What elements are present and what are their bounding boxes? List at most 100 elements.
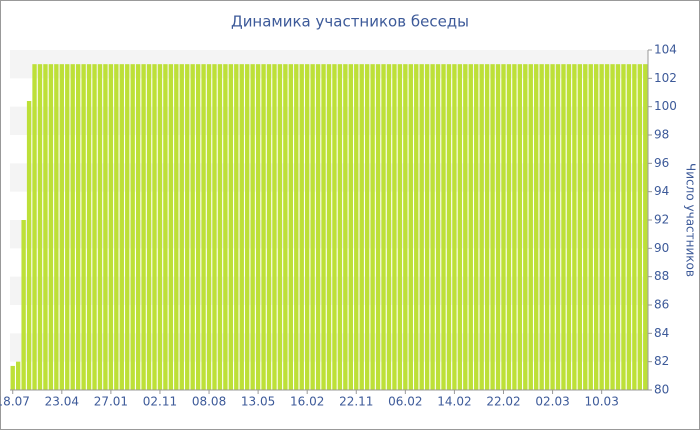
bar [637,64,643,391]
bar [534,64,539,391]
bar [354,64,359,391]
bar [463,64,468,391]
bar [250,64,255,391]
bar [386,64,392,391]
bar [97,64,103,391]
bar [261,64,266,391]
x-tick-label: 23.04 [45,395,79,409]
y-tick-label: 104 [654,43,677,57]
y-tick-label: 100 [654,99,677,113]
bar [566,64,572,391]
bar [544,64,550,391]
x-tick-label: 10.03 [584,395,618,409]
x-tick-label: 02.11 [143,395,177,409]
bar [10,365,15,390]
bar [310,64,315,391]
bar [305,64,310,391]
y-tick-label: 82 [654,354,669,368]
bar [424,64,430,391]
bar [452,64,457,391]
bar [528,64,533,391]
bar [108,64,114,391]
bar [43,64,48,391]
bar [517,64,523,391]
bar [239,64,244,391]
bar [555,64,561,391]
bar [234,64,239,391]
bar [59,64,64,391]
bar [512,64,517,391]
bar [86,64,92,391]
bar [206,64,212,391]
y-tick-label: 94 [654,184,669,198]
bar [588,64,593,391]
bar [403,64,408,391]
x-tick-label: 14.02 [437,395,471,409]
y-tick-label: 96 [654,156,669,170]
bar [392,64,397,391]
bar [479,64,484,391]
bar [190,64,195,391]
y-tick-label: 88 [654,269,669,283]
bar [343,64,348,391]
bar [523,64,528,391]
bar [157,64,163,391]
y-tick-label: 98 [654,128,669,142]
bar [32,64,37,391]
bar [414,64,419,391]
bar [21,220,26,390]
bar [435,64,441,391]
bar [326,64,332,391]
bar [37,64,43,391]
y-tick-label: 90 [654,241,669,255]
bar [185,64,190,391]
bar [119,64,124,391]
bar [135,64,141,391]
bar [337,64,343,391]
bar [490,64,495,391]
bar [626,64,632,391]
x-tick-label: 18.07 [0,395,30,409]
bar [643,64,648,391]
bar [370,64,375,391]
bar [484,64,490,391]
bar [201,64,206,391]
bar [594,64,599,391]
bar [332,64,337,391]
x-tick-label: 02.03 [535,395,569,409]
x-tick-label: 22.02 [486,395,520,409]
bar [583,64,588,391]
bar [245,64,250,391]
bar [381,64,386,391]
y-tick-label: 102 [654,71,677,85]
bar [375,64,381,391]
bar [92,64,97,391]
bar [408,64,413,391]
bar [419,64,424,391]
x-tick-label: 13.05 [241,395,275,409]
bar [75,64,81,391]
bar [468,64,473,391]
bar [577,64,583,391]
bar [81,64,86,391]
bar [501,64,506,391]
bar [441,64,446,391]
bar [615,64,621,391]
bar [266,64,272,391]
y-tick-label: 84 [654,326,669,340]
bar [283,64,288,391]
bar [70,64,75,391]
bar [315,64,321,391]
bar [299,64,304,391]
bar [288,64,294,391]
y-tick-label: 80 [654,383,669,397]
bar [272,64,277,391]
bar [223,64,228,391]
bar [114,64,119,391]
x-tick-label: 08.08 [192,395,226,409]
bar [130,64,135,391]
bar [561,64,566,391]
bar [474,64,479,391]
bar [457,64,463,391]
